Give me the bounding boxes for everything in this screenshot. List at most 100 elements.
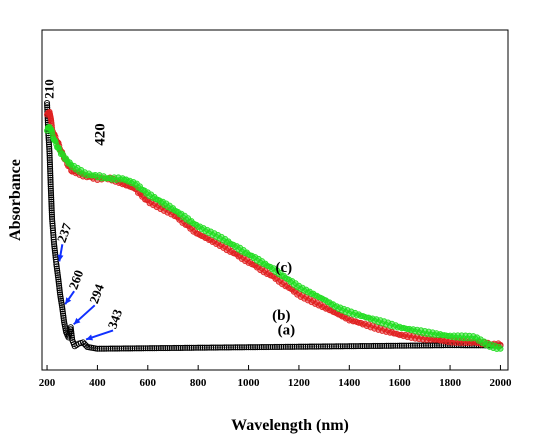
y-axis-title: Absorbance xyxy=(7,159,24,241)
data-point xyxy=(284,343,292,350)
data-point xyxy=(339,343,346,350)
data-point xyxy=(317,343,324,350)
data-point xyxy=(298,343,305,350)
data-point xyxy=(335,343,342,350)
data-point xyxy=(48,196,55,203)
data-point xyxy=(47,170,54,177)
series-layer xyxy=(43,99,504,353)
data-point xyxy=(52,249,59,256)
data-point xyxy=(59,308,66,315)
data-point xyxy=(54,269,61,277)
data-point xyxy=(47,174,54,181)
data-point xyxy=(49,225,56,232)
data-point xyxy=(68,334,76,341)
data-point xyxy=(103,345,110,352)
data-point xyxy=(201,344,208,351)
data-point xyxy=(394,342,401,349)
data-point xyxy=(49,218,56,225)
data-point xyxy=(48,192,55,199)
data-point xyxy=(177,344,184,351)
data-point xyxy=(157,345,164,352)
data-point xyxy=(58,297,65,304)
data-point xyxy=(49,222,56,229)
data-point xyxy=(214,344,221,351)
data-point xyxy=(269,343,276,351)
series-2 xyxy=(44,124,504,353)
data-point xyxy=(390,342,397,349)
data-point xyxy=(120,345,127,352)
data-point xyxy=(249,344,256,351)
data-point xyxy=(247,344,254,351)
data-point xyxy=(107,345,114,352)
data-point xyxy=(238,344,246,351)
data-point xyxy=(53,265,60,272)
data-point xyxy=(300,343,307,350)
data-point xyxy=(94,345,101,352)
data-point xyxy=(46,159,53,166)
data-point xyxy=(171,344,178,352)
annotation-label: 260 xyxy=(66,268,87,291)
plot-frame xyxy=(41,29,509,371)
data-point xyxy=(48,211,55,218)
data-point xyxy=(51,241,58,248)
data-point xyxy=(280,343,287,350)
data-point xyxy=(429,342,436,349)
data-point xyxy=(392,342,399,349)
data-point xyxy=(407,342,414,349)
data-point xyxy=(50,231,57,239)
annotation-label: 210 xyxy=(42,79,57,99)
data-point xyxy=(122,345,129,352)
x-tick-label: 600 xyxy=(140,377,157,389)
data-point xyxy=(48,213,56,220)
data-point xyxy=(47,176,54,183)
data-point xyxy=(48,194,55,201)
data-point xyxy=(403,342,410,349)
data-point xyxy=(47,187,54,194)
data-point xyxy=(47,172,54,179)
data-point xyxy=(47,181,54,188)
data-point xyxy=(175,344,182,351)
data-point xyxy=(302,343,309,350)
data-point xyxy=(295,343,302,350)
data-point xyxy=(155,345,162,352)
data-point xyxy=(46,148,53,155)
data-point xyxy=(47,179,54,186)
data-point xyxy=(359,343,366,350)
data-point xyxy=(263,343,270,351)
data-point xyxy=(45,141,53,148)
data-point xyxy=(46,150,53,157)
data-point xyxy=(344,343,351,350)
data-point xyxy=(387,342,394,349)
data-point xyxy=(160,345,167,352)
data-point xyxy=(81,340,88,348)
data-point xyxy=(127,345,134,352)
data-point xyxy=(47,168,54,175)
data-point xyxy=(48,209,55,216)
data-point xyxy=(46,143,53,150)
data-point xyxy=(414,342,421,349)
annotation-label: 294 xyxy=(86,282,107,306)
data-point xyxy=(352,343,359,350)
data-point xyxy=(309,343,316,350)
data-point xyxy=(100,345,108,352)
data-point xyxy=(206,344,213,351)
data-point xyxy=(328,343,335,350)
data-point xyxy=(60,314,67,322)
data-point xyxy=(68,328,75,335)
data-point xyxy=(59,304,66,311)
data-point xyxy=(96,345,103,352)
data-point xyxy=(173,344,180,352)
data-point xyxy=(133,345,140,352)
data-point xyxy=(311,343,318,350)
data-point xyxy=(44,102,51,109)
data-point xyxy=(46,152,53,159)
data-point xyxy=(184,344,191,351)
data-point xyxy=(365,342,373,350)
annotation-arrowhead xyxy=(86,334,94,341)
data-point xyxy=(199,344,206,351)
x-tick-label: 1800 xyxy=(439,377,462,389)
data-point xyxy=(51,245,58,252)
x-axis-title: Wavelength (nm) xyxy=(231,417,349,434)
annotation-arrowhead xyxy=(73,317,81,325)
data-point xyxy=(109,345,116,352)
